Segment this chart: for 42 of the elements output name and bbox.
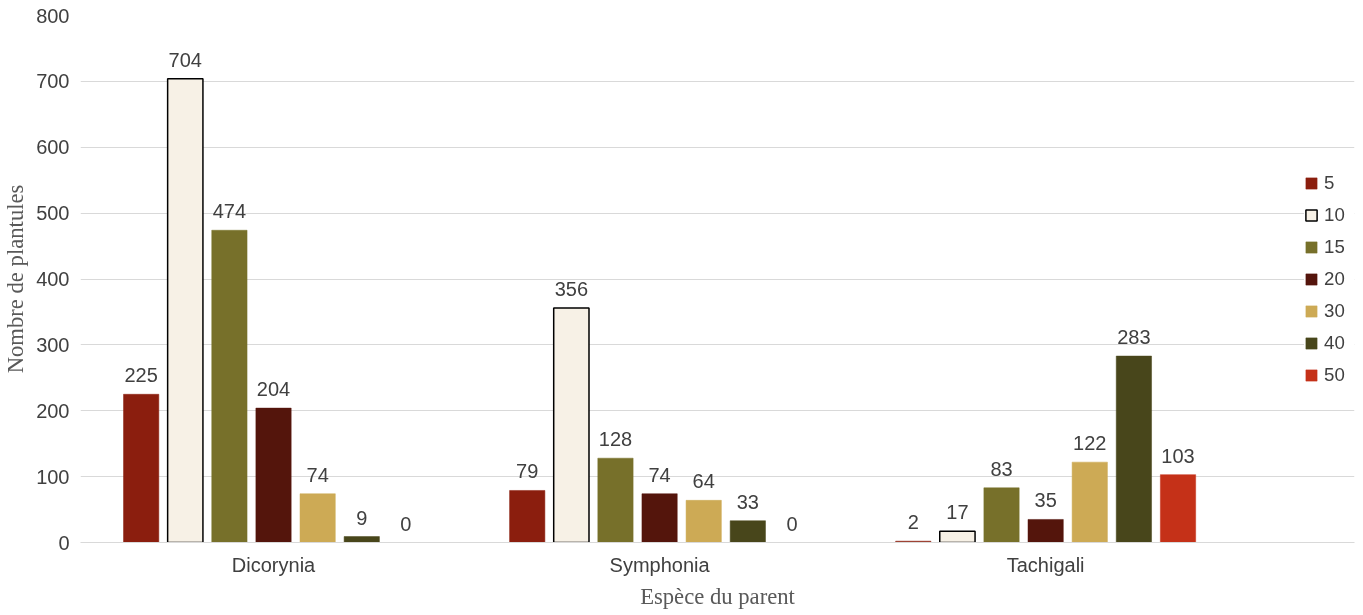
y-tick-label: 200 bbox=[36, 399, 70, 422]
x-tick-label: Symphonia bbox=[609, 553, 711, 576]
legend-label: 40 bbox=[1324, 331, 1346, 354]
legend-label: 15 bbox=[1324, 235, 1346, 258]
data-label: 122 bbox=[1073, 432, 1107, 455]
data-label: 0 bbox=[786, 512, 798, 535]
data-label: 17 bbox=[946, 501, 969, 524]
data-label: 103 bbox=[1161, 444, 1195, 467]
data-label: 283 bbox=[1117, 326, 1151, 349]
data-label: 64 bbox=[692, 470, 715, 493]
y-tick-label: 100 bbox=[36, 465, 70, 488]
data-label: 474 bbox=[212, 200, 247, 223]
legend-label: 30 bbox=[1324, 299, 1346, 322]
data-label: 2 bbox=[907, 511, 919, 534]
y-tick-label: 500 bbox=[36, 202, 70, 225]
data-label: 204 bbox=[256, 378, 291, 401]
data-label: 79 bbox=[516, 460, 539, 483]
y-tick-label: 700 bbox=[36, 70, 70, 93]
data-label: 356 bbox=[554, 277, 589, 300]
y-axis-title: Nombre de plantules bbox=[3, 184, 29, 374]
y-tick-label: 300 bbox=[36, 333, 70, 356]
data-label: 33 bbox=[736, 490, 759, 513]
legend-label: 20 bbox=[1324, 267, 1346, 290]
data-label: 74 bbox=[648, 463, 671, 486]
data-label: 0 bbox=[400, 512, 412, 535]
y-tick-label: 600 bbox=[36, 136, 70, 159]
legend-label: 10 bbox=[1324, 203, 1346, 226]
y-tick-label: 800 bbox=[36, 4, 70, 27]
data-label: 128 bbox=[598, 428, 633, 451]
data-label: 74 bbox=[306, 463, 329, 486]
y-tick-label: 400 bbox=[36, 268, 70, 290]
data-label: 83 bbox=[990, 457, 1013, 480]
data-label: 35 bbox=[1034, 489, 1057, 512]
x-tick-label: Dicorynia bbox=[231, 553, 317, 576]
data-label: 225 bbox=[124, 364, 158, 387]
x-axis-title: Espèce du parent bbox=[640, 583, 796, 609]
y-tick-label: 0 bbox=[58, 531, 70, 554]
data-label: 9 bbox=[356, 506, 368, 529]
legend-label: 5 bbox=[1324, 171, 1336, 194]
legend-label: 50 bbox=[1324, 363, 1346, 386]
x-tick-label: Tachigali bbox=[1006, 553, 1085, 576]
data-label: 704 bbox=[168, 48, 202, 71]
